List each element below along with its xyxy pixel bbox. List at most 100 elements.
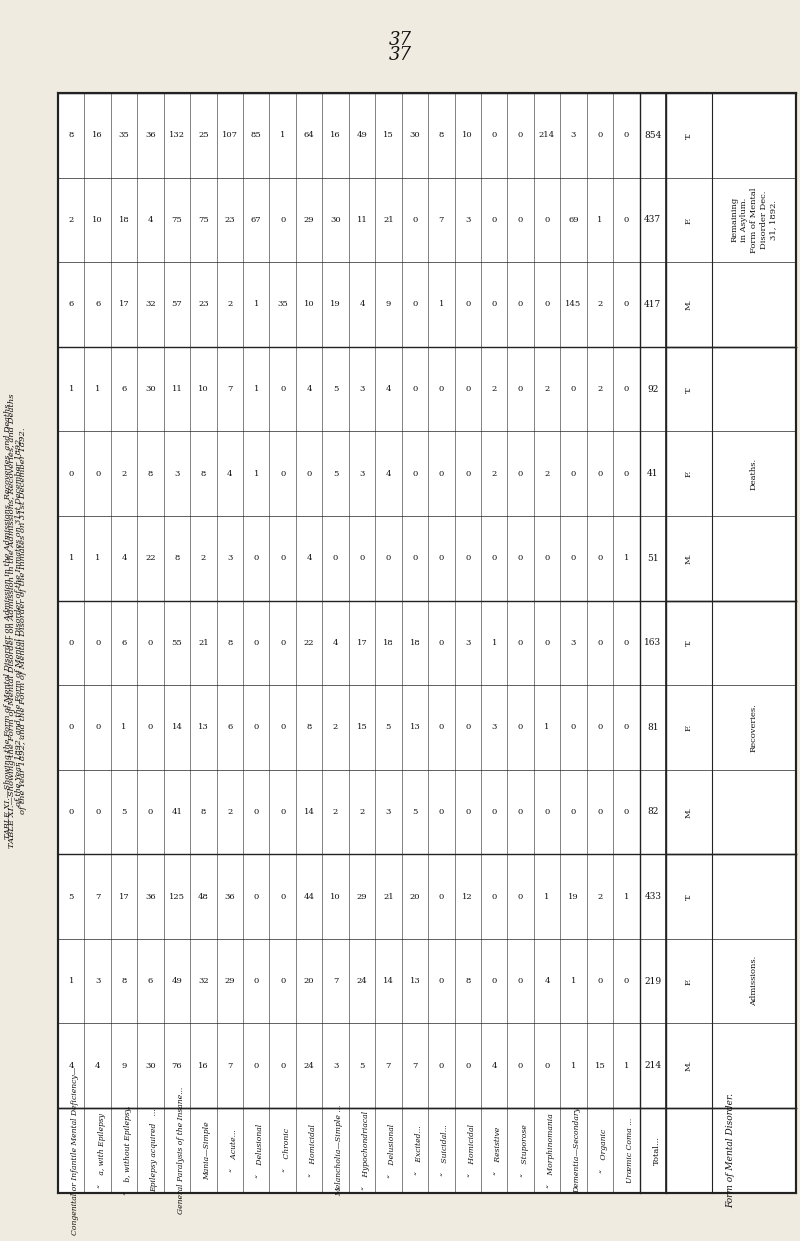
Text: 4: 4	[227, 469, 233, 478]
Text: 0: 0	[491, 977, 497, 985]
Text: 32: 32	[146, 300, 156, 309]
Text: 14: 14	[171, 724, 182, 731]
Text: 1: 1	[438, 300, 444, 309]
Text: 0: 0	[438, 469, 444, 478]
Text: 0: 0	[491, 808, 497, 817]
Text: 0: 0	[69, 639, 74, 647]
Text: “    Morphinomania: “ Morphinomania	[547, 1113, 555, 1188]
Text: 0: 0	[545, 808, 550, 817]
Text: 3: 3	[95, 977, 100, 985]
Text: 3: 3	[465, 216, 470, 223]
Text: 30: 30	[146, 385, 156, 393]
Text: “    Delusional: “ Delusional	[389, 1123, 397, 1178]
Text: 0: 0	[571, 724, 576, 731]
Text: 35: 35	[278, 300, 288, 309]
Text: 82: 82	[647, 808, 658, 817]
Text: 0: 0	[438, 1062, 444, 1070]
Text: 64: 64	[304, 132, 314, 139]
Text: 19: 19	[330, 300, 341, 309]
Text: 22: 22	[304, 639, 314, 647]
Text: 8: 8	[174, 555, 180, 562]
Text: 2: 2	[333, 808, 338, 817]
Text: 0: 0	[148, 724, 153, 731]
Text: 1: 1	[491, 639, 497, 647]
Text: 2: 2	[598, 385, 602, 393]
Text: 15: 15	[594, 1062, 606, 1070]
Text: 29: 29	[304, 216, 314, 223]
Text: 0: 0	[95, 808, 100, 817]
Text: 5: 5	[359, 1062, 365, 1070]
Text: 6: 6	[148, 977, 153, 985]
Text: 1: 1	[624, 555, 629, 562]
Text: 0: 0	[69, 469, 74, 478]
Text: 219: 219	[644, 977, 662, 985]
Bar	[58, 93, 796, 1193]
Text: 0: 0	[624, 300, 629, 309]
Text: Remaining
in Asylum.
Form of Mental
Disorder Dec.
31, 1892.: Remaining in Asylum. Form of Mental Diso…	[730, 187, 778, 253]
Text: 0: 0	[491, 300, 497, 309]
Text: 0: 0	[624, 977, 629, 985]
Text: 55: 55	[171, 639, 182, 647]
Text: 214: 214	[539, 132, 555, 139]
Text: 0: 0	[518, 216, 523, 223]
Text: 433: 433	[644, 892, 662, 901]
Text: 21: 21	[198, 639, 209, 647]
Text: 4: 4	[544, 977, 550, 985]
Text: 0: 0	[624, 216, 629, 223]
Text: 2: 2	[333, 724, 338, 731]
Text: 11: 11	[171, 385, 182, 393]
Text: 0: 0	[438, 724, 444, 731]
Text: 2: 2	[598, 892, 602, 901]
Text: 75: 75	[198, 216, 209, 223]
Text: 23: 23	[198, 300, 209, 309]
Text: 6: 6	[122, 639, 126, 647]
Text: 41: 41	[647, 469, 658, 478]
Text: 7: 7	[227, 385, 233, 393]
Text: 4: 4	[333, 639, 338, 647]
Text: 0: 0	[438, 639, 444, 647]
Text: 5: 5	[69, 892, 74, 901]
Text: 7: 7	[333, 977, 338, 985]
Text: 4: 4	[148, 216, 154, 223]
Text: 0: 0	[624, 639, 629, 647]
Text: 4: 4	[69, 1062, 74, 1070]
Text: Dementia—Secondary: Dementia—Secondary	[574, 1108, 582, 1194]
Text: 1: 1	[624, 1062, 629, 1070]
Text: 25: 25	[198, 132, 209, 139]
Text: “    b, without Epilepsy,: “ b, without Epilepsy,	[124, 1106, 132, 1195]
Text: 4: 4	[122, 555, 127, 562]
Text: 69: 69	[568, 216, 578, 223]
Text: “    Homicidal: “ Homicidal	[309, 1124, 317, 1176]
Text: 10: 10	[304, 300, 314, 309]
Text: 10: 10	[462, 132, 473, 139]
Text: 8: 8	[306, 724, 312, 731]
Text: 5: 5	[122, 808, 126, 817]
Text: 0: 0	[438, 977, 444, 985]
Text: 8: 8	[201, 469, 206, 478]
Text: 0: 0	[280, 385, 286, 393]
Text: 8: 8	[201, 808, 206, 817]
Text: 17: 17	[118, 300, 130, 309]
Text: 10: 10	[330, 892, 341, 901]
Text: 3: 3	[465, 639, 470, 647]
Text: 20: 20	[410, 892, 420, 901]
Text: 76: 76	[172, 1062, 182, 1070]
Text: 0: 0	[438, 808, 444, 817]
Text: 0: 0	[518, 132, 523, 139]
Text: 30: 30	[330, 216, 341, 223]
Text: 0: 0	[465, 724, 470, 731]
Text: 0: 0	[598, 724, 602, 731]
Text: 3: 3	[174, 469, 180, 478]
Text: 3: 3	[359, 469, 365, 478]
Text: 4: 4	[386, 385, 391, 393]
Text: 1: 1	[95, 555, 100, 562]
Text: 37: 37	[389, 31, 411, 48]
Text: 0: 0	[598, 469, 602, 478]
Text: 4: 4	[306, 385, 312, 393]
Text: 75: 75	[171, 216, 182, 223]
Text: 0: 0	[571, 469, 576, 478]
Text: 0: 0	[571, 385, 576, 393]
Text: M.: M.	[685, 552, 693, 563]
Text: 49: 49	[357, 132, 367, 139]
Text: 92: 92	[647, 385, 658, 393]
